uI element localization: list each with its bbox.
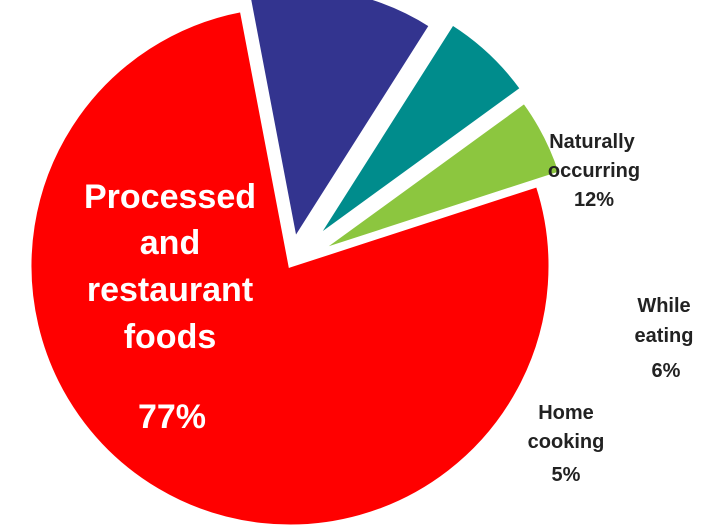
- label-processed-value: 77%: [138, 398, 206, 436]
- label-while-eating-value: 6%: [652, 360, 681, 382]
- label-processed-line-4: foods: [124, 318, 217, 356]
- label-naturally-line-2: occurring: [548, 160, 640, 182]
- slice-home-cooking: [319, 100, 563, 252]
- label-naturally-line-1: Naturally: [549, 131, 635, 153]
- label-processed-line-2: and: [140, 224, 200, 262]
- label-while-eating-line-1: While: [637, 295, 690, 317]
- label-home-cooking-value: 5%: [552, 464, 581, 486]
- label-naturally-value: 12%: [574, 189, 614, 211]
- label-home-cooking-line-1: Home: [538, 402, 594, 424]
- pie-slices: [28, 0, 563, 525]
- label-while-eating-line-2: eating: [635, 325, 694, 347]
- slice-naturally-occurring: [248, 0, 433, 243]
- label-processed-line-1: Processed: [84, 178, 256, 216]
- slice-processed-foods: [28, 8, 552, 525]
- slice-while-eating: [316, 21, 524, 239]
- label-processed-line-3: restaurant: [87, 271, 253, 309]
- label-home-cooking-line-2: cooking: [528, 431, 605, 453]
